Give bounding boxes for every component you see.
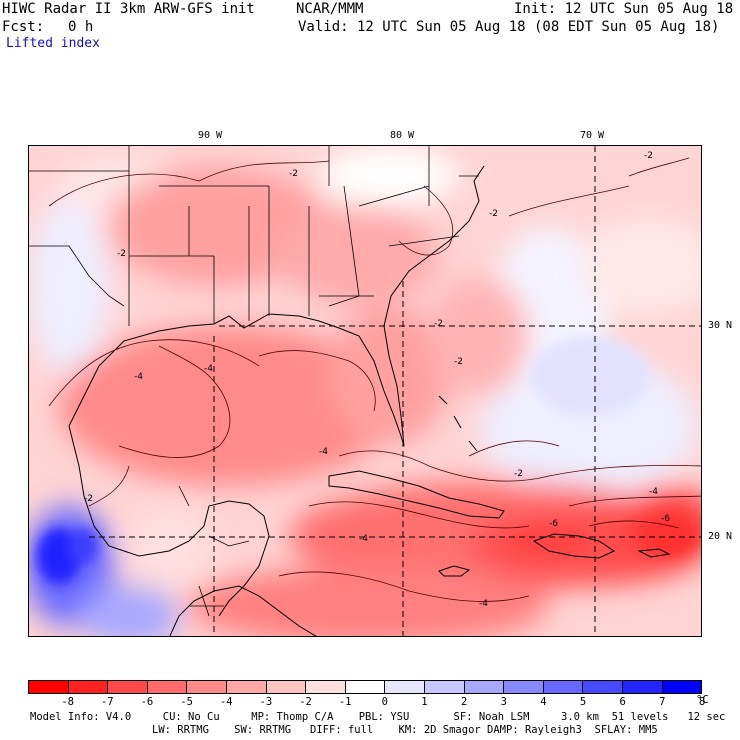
contour-label: -6 [549,519,558,529]
colorbar-swatch [147,681,188,693]
lon-tick-70w: 70 W [580,130,605,141]
colorbar-tick-label: 4 [540,696,547,708]
colorbar-swatch [662,681,702,693]
colorbar-tick-label: -6 [140,696,154,708]
colorbar-tick-label: -3 [259,696,273,708]
field-name: Lifted index [6,36,100,51]
contour-label: -2 [489,209,498,219]
field-detail [37,336,699,584]
model-info-line1: Model Info: V4.0 CU: No Cu MP: Thomp C/A… [30,711,726,723]
contour-label: -4 [649,487,658,497]
forecast-label: Fcst: [2,19,45,35]
colorbar-swatch [464,681,505,693]
contour-label-group: -2 -2 -2 -2 -2 -2 -2 -2 -4 -4 -4 -4 -4 -… [84,151,670,609]
colorbar-swatch [345,681,386,693]
colorbar-swatch [266,681,307,693]
field-shading [29,146,701,636]
contour-label: -2 [434,319,443,329]
state-borders [29,146,479,617]
model-info-line2: LW: RRTMG SW: RRTMG DIFF: full KM: 2D Sm… [152,724,658,736]
lat-tick-30n: 30 N [708,320,733,331]
colorbar-tick-label: 8 [698,696,706,708]
contour-label: -2 [514,469,523,479]
colorbar-tick-label: -4 [219,696,233,708]
colorbar-tick-label: -2 [299,696,312,708]
organization-label: NCAR/MMM [296,1,364,17]
contour-label: -2 [117,249,126,259]
coastlines [68,165,671,636]
lifted-index-map: -2 -2 -2 -2 -2 -2 -2 -2 -4 -4 -4 -4 -4 -… [28,145,702,637]
contour-label: -2 [644,151,653,161]
colorbar-swatch [583,681,623,693]
colorbar [28,680,702,694]
lon-tick-80w: 80 W [390,130,415,141]
lon-tick-90w: 90 W [198,130,223,141]
contour-label: -2 [289,169,298,179]
colorbar-tick-label: 6 [619,696,626,708]
colorbar-tick-label: 1 [421,696,428,708]
contour-label: -4 [359,534,368,544]
colorbar-tick-label: 2 [460,696,468,708]
colorbar-swatch [385,681,425,693]
contour-label: -4 [319,447,328,457]
colorbar-tick-label: 3 [500,696,507,708]
colorbar-swatch [543,681,584,693]
colorbar-swatch [68,681,109,693]
colorbar-swatch [622,681,663,693]
valid-time: Valid: 12 UTC Sun 05 Aug 18 (08 EDT Sun … [298,19,720,35]
colorbar-swatch [504,681,544,693]
colorbar-swatch [187,681,227,693]
colorbar-swatch [108,681,148,693]
li-contours [48,157,701,602]
colorbar-swatch [29,681,69,693]
contour-label: -6 [661,514,670,524]
lat-tick-20n: 20 N [708,531,733,542]
contour-label: -4 [134,372,143,382]
contour-label: -4 [479,599,488,609]
colorbar-tick-label: -8 [61,696,74,708]
map-canvas: -2 -2 -2 -2 -2 -2 -2 -2 -4 -4 -4 -4 -4 -… [29,146,701,636]
colorbar-swatch [424,681,465,693]
colorbar-tick-label: -7 [100,696,114,708]
colorbar-tick-label: 5 [579,696,587,708]
colorbar-tick-label: 7 [659,696,666,708]
contour-label: -2 [454,357,463,367]
colorbar-tick-label: 0 [381,696,388,708]
graticule [89,146,701,636]
colorbar-tick-label: -1 [338,696,352,708]
colorbar-swatch [226,681,267,693]
colorbar-unit: °C [696,694,709,706]
forecast-hour: 0 h [68,19,94,35]
init-time: Init: 12 UTC Sun 05 Aug 18 [514,1,734,17]
colorbar-tick-label: -5 [180,696,193,708]
contour-label: -2 [84,494,93,504]
map-title: HIWC Radar II 3km ARW-GFS init [2,1,255,17]
colorbar-swatch [306,681,346,693]
contour-label: -4 [204,364,213,374]
